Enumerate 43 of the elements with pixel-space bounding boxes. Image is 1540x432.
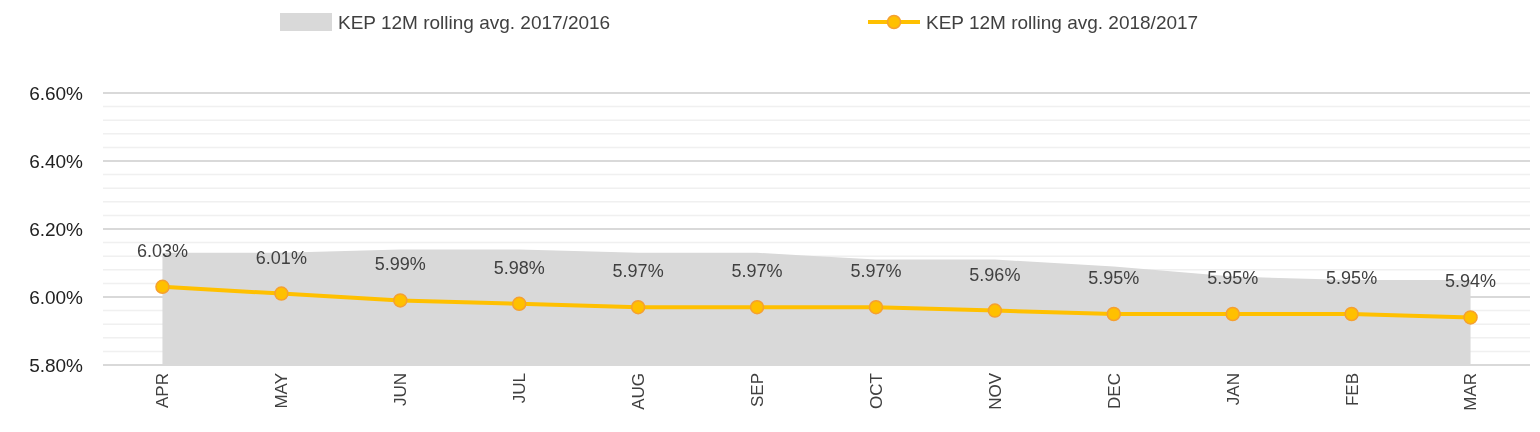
x-tick-label: JUN [391,373,411,407]
point [1463,310,1478,325]
x-tick-label: MAR [1461,373,1481,411]
x-tick-label: SEP [747,373,767,408]
data-label: 5.96% [969,264,1021,285]
x-tick-label: AUG [629,373,649,410]
x-tick-label: APR [153,373,173,408]
point [511,296,527,312]
point [393,293,408,308]
data-label: 5.95% [1088,268,1140,288]
point [868,299,884,315]
data-label: 5.97% [731,261,783,282]
x-tick-label: JAN [1223,373,1243,406]
point [1344,306,1359,322]
data-label: 5.97% [612,261,664,282]
point [749,299,765,315]
point [987,303,1003,318]
point [274,286,289,301]
y-tick-label: 6.60% [29,82,84,104]
data-label: 5.95% [1207,268,1259,288]
data-label: 6.03% [136,240,188,261]
data-label: 5.95% [1326,268,1378,288]
x-tick-label: MAY [272,373,292,409]
legend-label: KEP 12M rolling avg. 2017/2016 [338,11,611,33]
data-label: 6.01% [255,247,307,268]
x-tick-label: NOV [985,372,1005,410]
data-label: 5.99% [374,254,426,275]
legend-label: KEP 12M rolling avg. 2018/2017 [926,11,1199,33]
data-label: 5.97% [850,261,902,282]
x-tick-label: OCT [866,373,886,409]
point [155,279,170,295]
x-tick-label: FEB [1342,373,1362,407]
y-tick-label: 6.40% [29,150,84,172]
data-label: 5.98% [493,257,545,278]
point [630,299,646,315]
y-tick-label: 6.00% [29,286,84,308]
point [1106,306,1122,322]
x-tick-label: JUL [510,373,530,404]
y-tick-label: 6.20% [29,218,84,240]
y-tick-label: 5.80% [29,354,84,376]
data-label: 5.94% [1445,271,1497,292]
x-tick-label: DEC [1104,373,1124,409]
point [1225,306,1240,322]
